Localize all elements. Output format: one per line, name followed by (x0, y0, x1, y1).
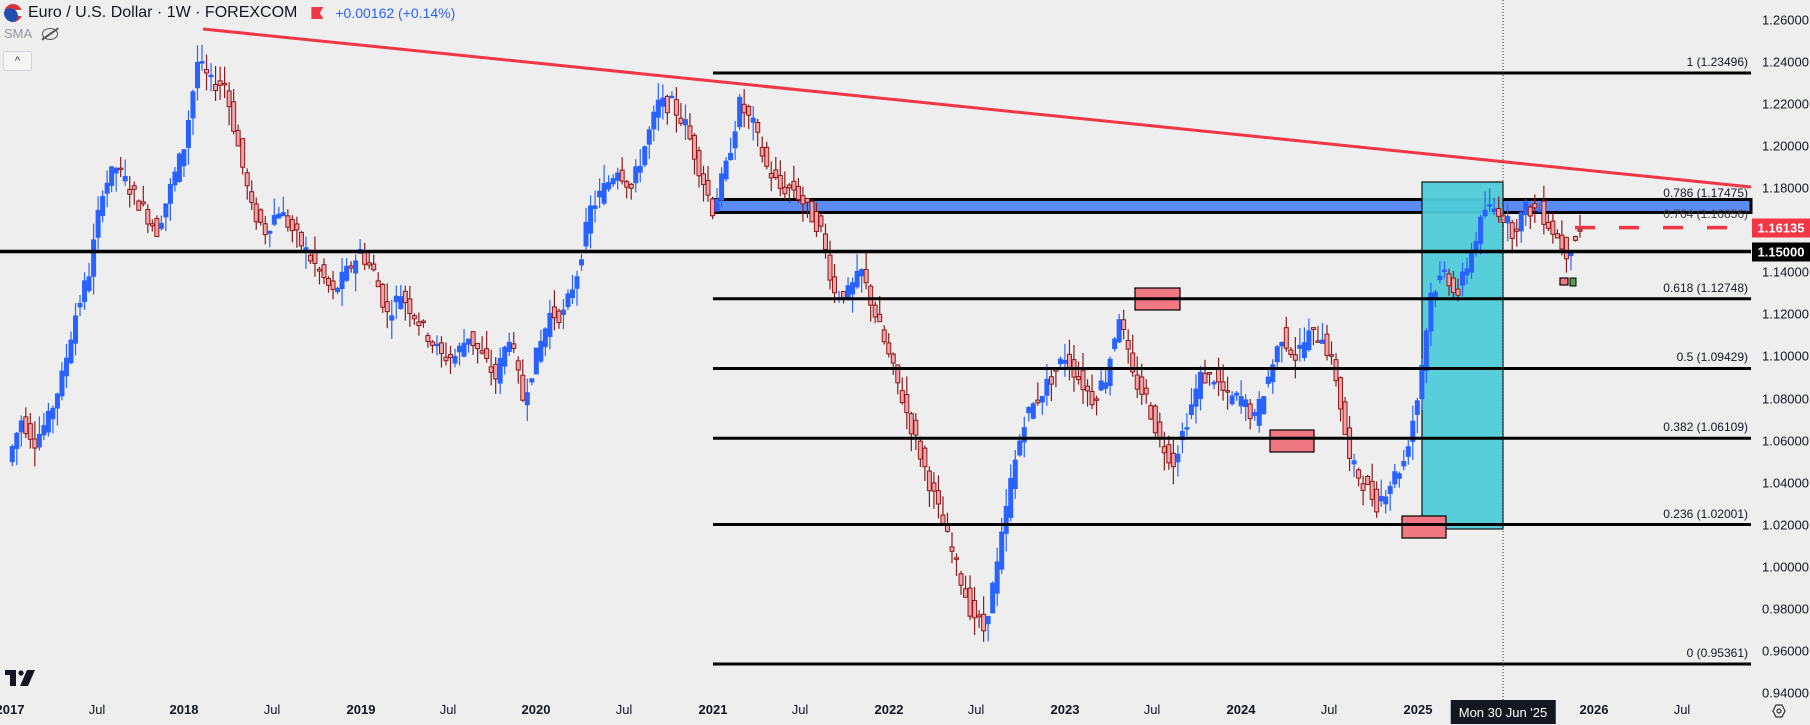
chart-header: Euro / U.S. Dollar · 1W · FOREXCOM +0.00… (4, 2, 455, 24)
time-tick: 2023 (1050, 702, 1080, 717)
time-tick: 2026 (1579, 702, 1609, 717)
time-tick: Jul (615, 702, 633, 717)
price-tick: 1.12000 (1762, 306, 1809, 322)
tradingview-logo-icon[interactable] (5, 669, 37, 687)
fib-label-0-236: 0.236 (1.02001) (1663, 506, 1748, 521)
lines-layer (0, 0, 1752, 700)
level-price-tag: 1.15000 (1752, 242, 1810, 262)
fib-label-0-786: 0.786 (1.17475) (1663, 186, 1748, 201)
time-tick: 2021 (698, 702, 728, 717)
time-tick: 2024 (1226, 702, 1256, 717)
price-tick: 1.04000 (1762, 475, 1809, 491)
descending-trendline[interactable] (202, 27, 1752, 189)
time-tick: Jul (1320, 702, 1338, 717)
fib-label-0-5: 0.5 (1.09429) (1676, 350, 1748, 365)
price-tick: 1.08000 (1762, 391, 1809, 406)
time-tick: Jul (88, 702, 106, 717)
price-tick: 1.14000 (1762, 264, 1809, 280)
crosshair-date-label: Mon 30 Jun '25 (1450, 700, 1556, 724)
time-tick: 2018 (169, 702, 199, 717)
indicator-row: SMA (4, 26, 59, 41)
market-status-flag-icon[interactable] (311, 7, 324, 19)
time-tick: 2017 (0, 702, 25, 717)
red-marker-box[interactable] (1269, 429, 1315, 453)
chevron-up-icon: ^ (14, 55, 21, 67)
price-tick: 1.26000 (1762, 12, 1809, 28)
fib-zone-blue[interactable] (711, 197, 1753, 214)
red-marker-box[interactable] (1559, 277, 1569, 286)
settings-icon[interactable] (1772, 704, 1786, 718)
price-change: +0.00162 (+0.14%) (335, 5, 456, 21)
highlight-zone-cyan[interactable] (1421, 181, 1504, 530)
fib-label-0-764: 0.764 (1.16856) (1663, 207, 1748, 222)
time-tick: Jul (439, 702, 457, 717)
time-tick: Jul (263, 702, 281, 717)
price-tick: 1.22000 (1762, 96, 1809, 112)
current-price-tag: 1.16135 (1752, 218, 1810, 238)
price-tick: 0.98000 (1762, 601, 1809, 617)
time-tick: Jul (791, 702, 809, 717)
fib-label-1: 1 (1.23496) (1686, 55, 1748, 69)
fib-label-0-618: 0.618 (1.12748) (1663, 280, 1748, 295)
sma-indicator-label[interactable]: SMA (4, 26, 33, 41)
time-tick: 2025 (1403, 702, 1433, 717)
time-tick: 2019 (346, 702, 376, 717)
green-marker-box (1569, 277, 1577, 287)
price-tick: 1.20000 (1762, 138, 1809, 154)
time-tick: Jul (967, 702, 985, 717)
eur-usd-flag-icon (4, 4, 22, 22)
symbol-title[interactable]: Euro / U.S. Dollar · 1W · FOREXCOM (28, 4, 298, 21)
price-tick: 1.18000 (1762, 180, 1809, 196)
red-marker-box[interactable] (1401, 515, 1447, 539)
time-tick: Jul (1143, 702, 1161, 717)
fib-label-0: 0 (0.95361) (1686, 646, 1748, 660)
price-tick: 1.00000 (1762, 559, 1809, 575)
candles-layer (9, 44, 1583, 642)
time-tick: 2022 (874, 702, 904, 717)
price-tick: 1.02000 (1762, 517, 1809, 533)
price-tick: 0.94000 (1762, 685, 1809, 701)
eye-hidden-icon[interactable] (42, 27, 59, 40)
fib-label-0-382: 0.382 (1.06109) (1663, 420, 1748, 435)
time-tick: 2020 (521, 702, 551, 717)
price-tick: 1.06000 (1762, 433, 1809, 449)
price-tick: 1.24000 (1762, 54, 1809, 70)
collapse-legend-button[interactable]: ^ (3, 51, 32, 71)
price-tick: 1.10000 (1762, 348, 1809, 364)
zones-layer (711, 181, 1753, 539)
price-tick: 0.96000 (1762, 643, 1809, 659)
time-tick: Jul (1673, 702, 1691, 717)
